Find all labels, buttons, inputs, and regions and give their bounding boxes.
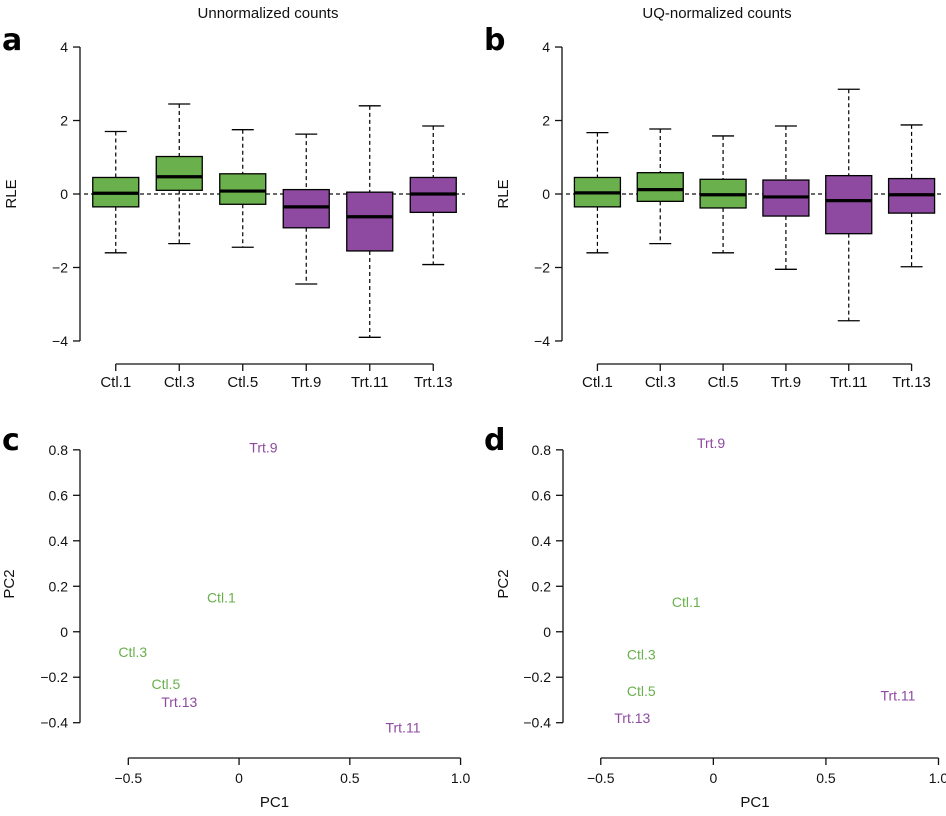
point-label-Trt.11: Trt.11 [880,687,915,703]
point-label-Ctl.1: Ctl.1 [672,594,701,610]
x-tick-label: 0 [235,770,243,786]
box-Ctl.3 [155,155,203,191]
point-label-Ctl.1: Ctl.1 [207,590,236,606]
y-tick-label: 0.8 [532,442,552,458]
chart-title: UQ-normalized counts [642,5,791,22]
y-tick-label: 0.2 [532,578,552,594]
category-label: Ctl.3 [645,374,676,391]
box-Ctl.3 [636,172,684,202]
point-label-Trt.13: Trt.13 [161,694,197,710]
y-tick-label: 0.4 [532,533,552,549]
point-label-Ctl.3: Ctl.3 [118,644,147,660]
y-tick-label: 0.6 [532,487,552,503]
y-tick-label: 4 [542,39,550,55]
category-label: Trt.9 [291,374,321,391]
y-tick-label: −4 [52,333,68,349]
point-label-Ctl.5: Ctl.5 [152,676,181,692]
y-tick-label: 0 [542,186,550,202]
panel-letter-b: b [484,23,505,58]
panel-letter-c: c [2,423,20,458]
x-tick-label: 1.0 [451,770,471,786]
category-label: Ctl.1 [582,374,613,391]
y-tick-label: 0 [543,624,551,640]
chart-title: Unnormalized counts [198,5,339,22]
category-label: Trt.13 [892,374,931,391]
y-tick-label: −2 [534,259,550,275]
y-tick-label: 0.6 [49,487,69,503]
x-tick-label: 1.0 [929,770,946,786]
x-tick-label: −0.5 [114,770,142,786]
point-label-Ctl.5: Ctl.5 [627,683,656,699]
x-tick-label: −0.5 [587,770,615,786]
box-Ctl.5 [219,173,267,205]
y-axis-label: PC2 [1,569,18,598]
y-tick-label: −2 [52,259,68,275]
y-tick-label: −0.2 [40,669,68,685]
y-tick-label: 0 [60,186,68,202]
panel-a: Unnormalized counts −4 −2 0 2 4 RLE Ctl.1 Ctl.3 C… [3,5,465,391]
panel-letter-a: a [2,23,22,58]
y-axis-label: RLE [3,179,20,208]
y-tick-label: 0.8 [49,442,69,458]
y-tick-label: 0.4 [49,533,69,549]
x-axis-label: PC1 [260,794,289,811]
y-tick-label: 2 [542,113,550,129]
point-label-Trt.13: Trt.13 [614,710,650,726]
y-tick-label: 4 [60,39,68,55]
panel-letter-d: d [484,423,505,458]
panel-b: UQ-normalized counts −4 −2 0 2 4 RLE Ctl.1 Ctl.3… [495,5,943,391]
x-tick-label: 0.5 [340,770,360,786]
category-label: Ctl.3 [164,374,195,391]
x-axis-label: PC1 [740,794,769,811]
category-label: Trt.11 [351,374,389,391]
y-axis-label: RLE [495,179,512,208]
box-Trt.9 [282,188,330,229]
x-tick-label: 0 [709,770,717,786]
y-tick-label: 0.2 [49,578,69,594]
box-Trt.11 [825,174,873,235]
y-tick-label: −4 [534,333,550,349]
y-tick-label: 2 [60,113,68,129]
y-tick-label: 0 [60,624,68,640]
y-tick-label: −0.4 [523,715,551,731]
category-label: Trt.9 [771,374,801,391]
category-label: Trt.11 [830,374,868,391]
point-label-Trt.9: Trt.9 [249,440,277,456]
category-label: Ctl.5 [708,374,739,391]
panel-c: −0.4 −0.2 0 0.2 0.4 0.6 0.8 PC2 −0.5 0 0.5 1.0 PC1 Tr… [1,440,471,811]
category-label: Ctl.5 [227,374,258,391]
point-label-Trt.11: Trt.11 [385,719,420,735]
point-label-Ctl.3: Ctl.3 [627,646,656,662]
panel-d: −0.4 −0.2 0 0.2 0.4 0.6 0.8 PC2 −0.5 0 0.5 1.0 PC1 Tr… [495,435,946,811]
y-tick-label: −0.4 [40,715,68,731]
y-tick-label: −0.2 [523,669,551,685]
point-label-Trt.9: Trt.9 [697,435,725,451]
x-tick-label: 0.5 [816,770,836,786]
box-Trt.11 [346,191,394,252]
category-label: Trt.13 [414,374,453,391]
y-axis-label: PC2 [495,569,512,598]
category-label: Ctl.1 [100,374,131,391]
